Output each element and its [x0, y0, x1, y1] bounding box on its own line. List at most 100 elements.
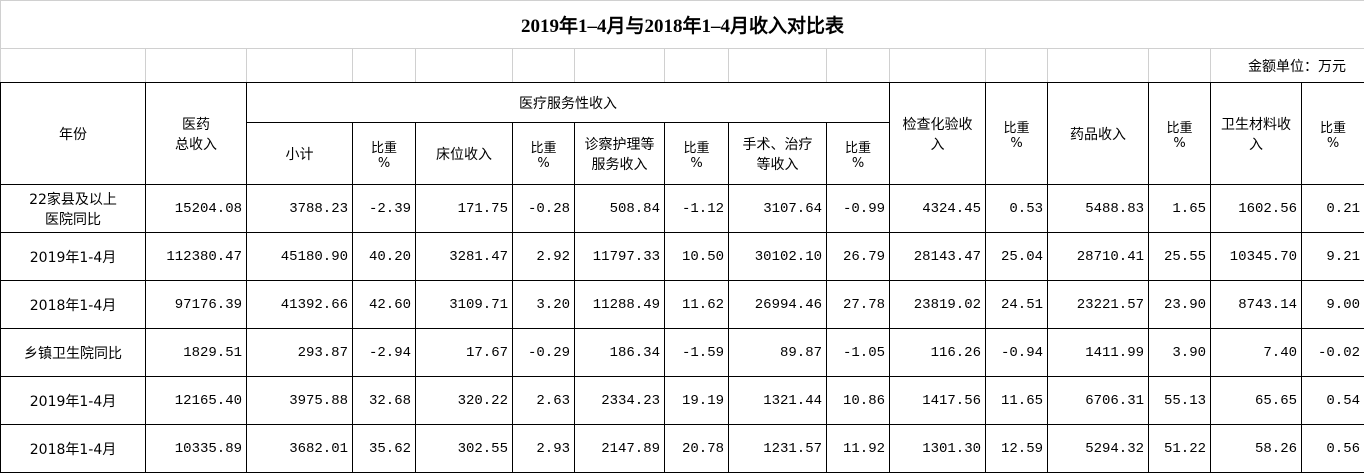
value-cell: 23221.57: [1047, 280, 1149, 329]
value-cell: 12.59: [985, 424, 1048, 473]
data-row: 2018年1-4月 10335.89 3682.01 35.62 302.55 2.93 2…: [0, 424, 1364, 473]
value-cell: 112380.47: [145, 232, 247, 281]
value-cell: 0.21: [1300, 184, 1364, 233]
value-cell: 23.90: [1148, 280, 1211, 329]
row-label: 2019年1-4月: [0, 376, 146, 425]
value-cell: 9.00: [1300, 280, 1364, 329]
value-cell: 3788.23: [246, 184, 353, 233]
value-cell: 508.84: [574, 184, 665, 233]
value-cell: 55.13: [1148, 376, 1211, 425]
header-cell: 比重 %: [1300, 82, 1364, 185]
data-row: 22家县及以上 医院同比 15204.08 3788.23 -2.39 171.75 -0…: [0, 184, 1364, 233]
value-cell: 89.87: [728, 328, 827, 377]
value-cell: 3107.64: [728, 184, 827, 233]
row-label: 2019年1-4月: [0, 232, 146, 281]
value-cell: -2.39: [352, 184, 416, 233]
value-cell: 41392.66: [246, 280, 353, 329]
value-cell: 0.56: [1300, 424, 1364, 473]
value-cell: 3281.47: [415, 232, 513, 281]
value-cell: 26994.46: [728, 280, 827, 329]
value-cell: 2.63: [512, 376, 575, 425]
value-cell: -0.29: [512, 328, 575, 377]
value-cell: 1231.57: [728, 424, 827, 473]
data-row: 2018年1-4月 97176.39 41392.66 42.60 3109.71 3.2…: [0, 280, 1364, 329]
title: 2019年1–4月与2018年1–4月收入对比表: [0, 0, 1364, 49]
value-cell: 25.04: [985, 232, 1048, 281]
row-label: 2018年1-4月: [0, 280, 146, 329]
value-cell: 9.21: [1300, 232, 1364, 281]
header-cell: 检查化验收 入: [889, 82, 986, 185]
row-label: 2018年1-4月: [0, 424, 146, 473]
value-cell: -0.28: [512, 184, 575, 233]
value-cell: 2.92: [512, 232, 575, 281]
value-cell: 293.87: [246, 328, 353, 377]
value-cell: 302.55: [415, 424, 513, 473]
unit-row: 金额单位：万元: [0, 48, 1364, 83]
value-cell: 17.67: [415, 328, 513, 377]
value-cell: 24.51: [985, 280, 1048, 329]
value-cell: 11288.49: [574, 280, 665, 329]
value-cell: 20.78: [664, 424, 729, 473]
subheader-cell: 手术、治疗 等收入: [728, 122, 827, 185]
value-cell: 28710.41: [1047, 232, 1149, 281]
value-cell: 116.26: [889, 328, 986, 377]
subheader-cell: 诊察护理等 服务收入: [574, 122, 665, 185]
value-cell: 3975.88: [246, 376, 353, 425]
value-cell: 28143.47: [889, 232, 986, 281]
header-cell: 卫生材料收 入: [1210, 82, 1302, 185]
row-label: 22家县及以上 医院同比: [0, 184, 146, 233]
value-cell: 12165.40: [145, 376, 247, 425]
value-cell: 8743.14: [1210, 280, 1302, 329]
value-cell: 4324.45: [889, 184, 986, 233]
value-cell: 5294.32: [1047, 424, 1149, 473]
subheader-cell: 比重 %: [352, 122, 416, 185]
subheader-cell: 比重 %: [826, 122, 890, 185]
value-cell: -1.12: [664, 184, 729, 233]
value-cell: -1.59: [664, 328, 729, 377]
value-cell: 30102.10: [728, 232, 827, 281]
value-cell: 6706.31: [1047, 376, 1149, 425]
value-cell: 10.86: [826, 376, 890, 425]
value-cell: 11.92: [826, 424, 890, 473]
value-cell: 171.75: [415, 184, 513, 233]
value-cell: 186.34: [574, 328, 665, 377]
value-cell: 15204.08: [145, 184, 247, 233]
value-cell: 10.50: [664, 232, 729, 281]
value-cell: 2147.89: [574, 424, 665, 473]
value-cell: 10335.89: [145, 424, 247, 473]
value-cell: 3.20: [512, 280, 575, 329]
value-cell: 19.19: [664, 376, 729, 425]
value-cell: 1411.99: [1047, 328, 1149, 377]
value-cell: 97176.39: [145, 280, 247, 329]
value-cell: 32.68: [352, 376, 416, 425]
value-cell: 10345.70: [1210, 232, 1302, 281]
value-cell: 3109.71: [415, 280, 513, 329]
header-cell: 医药 总收入: [145, 82, 247, 185]
header-cell: 药品收入: [1047, 82, 1149, 185]
value-cell: 26.79: [826, 232, 890, 281]
value-cell: 27.78: [826, 280, 890, 329]
header-cell: 年份: [0, 82, 146, 185]
subheader-cell: 床位收入: [415, 122, 513, 185]
unit-label: 金额单位：万元: [1209, 48, 1364, 83]
data-row: 2019年1-4月 12165.40 3975.88 32.68 320.22 2.63 2…: [0, 376, 1364, 425]
value-cell: 1417.56: [889, 376, 986, 425]
value-cell: 1.65: [1148, 184, 1211, 233]
value-cell: 5488.83: [1047, 184, 1149, 233]
value-cell: -0.99: [826, 184, 890, 233]
value-cell: 11.62: [664, 280, 729, 329]
value-cell: -2.94: [352, 328, 416, 377]
subheader-cell: 比重 %: [512, 122, 575, 185]
value-cell: 2.93: [512, 424, 575, 473]
data-row: 乡镇卫生院同比 1829.51 293.87 -2.94 17.67 -0.29 186.3…: [0, 328, 1364, 377]
value-cell: -0.02: [1300, 328, 1364, 377]
value-cell: 11.65: [985, 376, 1048, 425]
row-label: 乡镇卫生院同比: [0, 328, 146, 377]
value-cell: 320.22: [415, 376, 513, 425]
value-cell: 2334.23: [574, 376, 665, 425]
value-cell: 0.54: [1300, 376, 1364, 425]
subheader-cell: 小计: [246, 122, 353, 185]
value-cell: -0.94: [985, 328, 1048, 377]
